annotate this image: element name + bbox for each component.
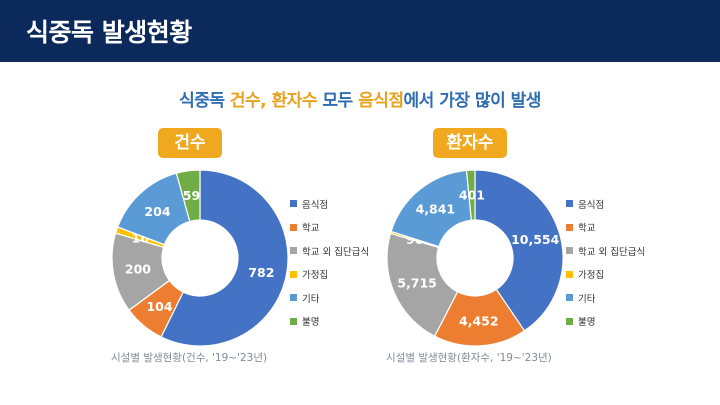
legend-item-other: 기타 bbox=[566, 286, 645, 310]
data-label-restaurant: 10,554 bbox=[511, 232, 560, 247]
legend-swatch bbox=[566, 294, 573, 302]
legend-swatch bbox=[290, 294, 297, 302]
legend-swatch bbox=[566, 223, 573, 231]
legend-swatch bbox=[290, 270, 297, 278]
legend-swatch bbox=[290, 223, 297, 231]
legend-label: 학교 외 집단급식 bbox=[578, 246, 646, 258]
subtitle-text-2: 모두 bbox=[316, 91, 359, 111]
donut-slice-restaurant bbox=[160, 169, 289, 347]
data-label-school: 104 bbox=[146, 299, 172, 314]
legend-label: 불명 bbox=[578, 317, 596, 329]
legend-item-other: 기타 bbox=[290, 286, 369, 310]
legend-item-home: 가정집 bbox=[566, 263, 645, 287]
patients-caption: 시설별 발생현황(환자수, '19~'23년) bbox=[386, 352, 552, 364]
legend-item-group-meal: 학교 외 집단급식 bbox=[290, 239, 369, 263]
data-label-group-meal: 200 bbox=[125, 261, 151, 276]
legend-label: 학교 bbox=[302, 223, 320, 235]
patients-panel-label: 환자수 bbox=[433, 128, 507, 158]
subtitle-text-3: 에서 가장 많이 발생 bbox=[403, 91, 542, 111]
legend-item-restaurant: 음식점 bbox=[566, 192, 645, 216]
subtitle-highlight-1: 건수, 환자수 bbox=[229, 91, 318, 111]
data-label-school: 4,452 bbox=[459, 313, 499, 328]
legend-label: 불명 bbox=[302, 317, 320, 329]
legend-label: 기타 bbox=[302, 293, 320, 305]
legend-swatch bbox=[290, 317, 297, 325]
legend-label: 가정집 bbox=[578, 270, 605, 282]
data-label-unknown: 59 bbox=[183, 188, 200, 203]
cases-legend: 음식점 학교 학교 외 집단급식 가정집 기타 불명 bbox=[290, 192, 369, 333]
donut-slice-unknown bbox=[465, 169, 476, 221]
donut-slice-school bbox=[433, 288, 526, 347]
legend-item-school: 학교 bbox=[566, 216, 645, 240]
legend-label: 학교 bbox=[578, 223, 596, 235]
legend-swatch bbox=[290, 200, 297, 208]
donut-slice-other bbox=[390, 169, 472, 248]
cases-panel-label: 건수 bbox=[158, 128, 222, 158]
legend-swatch bbox=[566, 270, 573, 278]
data-label-other: 4,841 bbox=[416, 202, 456, 217]
legend-label: 가정집 bbox=[302, 270, 329, 282]
legend-label: 학교 외 집단급식 bbox=[302, 246, 370, 258]
legend-item-group-meal: 학교 외 집단급식 bbox=[566, 239, 645, 263]
cases-caption: 시설별 발생현황(건수, '19~'23년) bbox=[111, 352, 268, 364]
data-label-restaurant: 782 bbox=[248, 265, 274, 280]
slide-subtitle: 식중독 건수, 환자수 모두 음식점에서 가장 많이 발생 bbox=[0, 86, 720, 111]
data-label-other: 204 bbox=[144, 204, 170, 219]
subtitle-text-1: 식중독 bbox=[179, 91, 230, 111]
legend-swatch bbox=[566, 200, 573, 208]
data-label-unknown: 401 bbox=[459, 188, 485, 203]
donut-slice-unknown bbox=[175, 169, 201, 223]
legend-label: 음식점 bbox=[578, 199, 605, 211]
legend-item-school: 학교 bbox=[290, 216, 369, 240]
legend-item-restaurant: 음식점 bbox=[290, 192, 369, 216]
legend-swatch bbox=[566, 247, 573, 255]
donut-slice-restaurant bbox=[474, 169, 564, 332]
legend-item-home: 가정집 bbox=[290, 263, 369, 287]
legend-label: 기타 bbox=[578, 293, 596, 305]
legend-item-unknown: 불명 bbox=[290, 310, 369, 334]
legend-swatch bbox=[290, 247, 297, 255]
page-title: 식중독 발생현황 bbox=[26, 18, 192, 47]
donut-slice-group-meal bbox=[386, 232, 459, 338]
patients-legend: 음식점 학교 학교 외 집단급식 가정집 기타 불명 bbox=[566, 192, 645, 333]
subtitle-highlight-2: 음식점 bbox=[358, 91, 404, 111]
header-bar: 식중독 발생현황 bbox=[0, 0, 720, 62]
data-label-group-meal: 5,715 bbox=[397, 275, 437, 290]
legend-swatch bbox=[566, 317, 573, 325]
legend-item-unknown: 불명 bbox=[566, 310, 645, 334]
legend-label: 음식점 bbox=[302, 199, 329, 211]
